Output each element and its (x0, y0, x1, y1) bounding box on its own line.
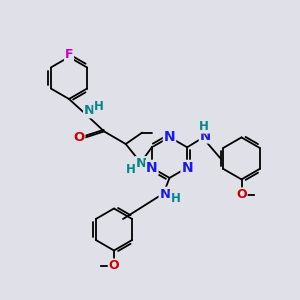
Text: O: O (236, 188, 247, 201)
Text: N: N (159, 188, 171, 201)
Text: O: O (109, 259, 119, 272)
Text: O: O (73, 131, 85, 144)
Text: N: N (182, 161, 193, 175)
Text: F: F (65, 47, 73, 61)
Text: N: N (84, 104, 95, 118)
Text: H: H (171, 191, 180, 205)
Text: N: N (135, 157, 147, 170)
Text: N: N (146, 161, 158, 175)
Text: H: H (94, 100, 104, 113)
Text: N: N (164, 130, 175, 144)
Text: H: H (199, 120, 209, 133)
Text: H: H (126, 163, 136, 176)
Text: N: N (200, 130, 211, 143)
